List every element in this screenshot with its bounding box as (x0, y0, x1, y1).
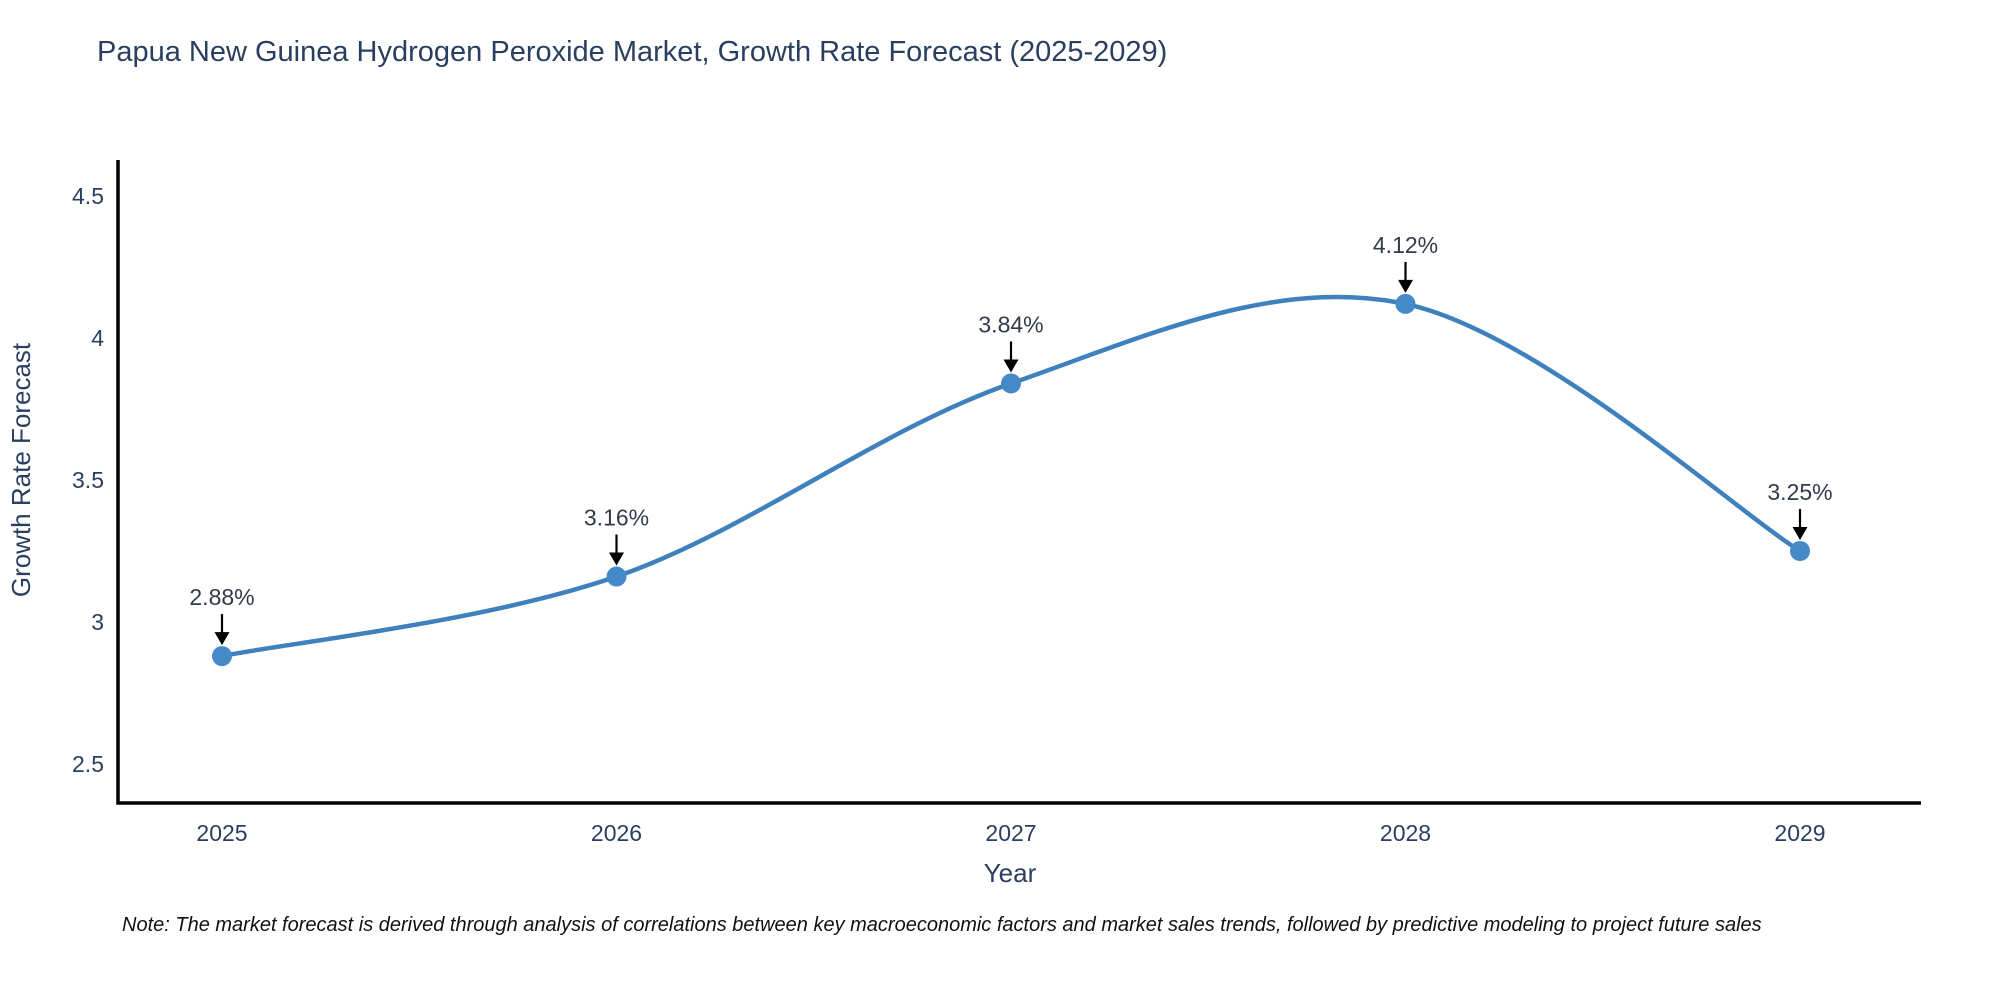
footnote: Note: The market forecast is derived thr… (122, 914, 1762, 936)
y-tick-label: 3.5 (72, 467, 104, 493)
growth-forecast-chart: 2.5 3 3.5 4 4.5 2025 2026 2027 2028 2029 2.88% 3.16… (6, 160, 1921, 888)
data-point-marker (1001, 373, 1021, 394)
x-axis-label: Year (984, 858, 1037, 888)
chart-generated-layer: 2.5 3 3.5 4 4.5 2025 2026 2027 2028 2029 2.88% 3.16… (72, 160, 1921, 846)
x-tick-label: 2029 (1774, 820, 1825, 846)
data-point-marker (1395, 293, 1416, 314)
data-point-marker (606, 566, 627, 587)
annotation-arrow-head (214, 632, 230, 646)
y-tick-label: 4.5 (72, 183, 104, 209)
x-tick-label: 2025 (196, 820, 247, 846)
annotation-arrow-head (609, 552, 624, 566)
data-point-marker (1790, 541, 1810, 561)
annotation-arrow-head (1398, 279, 1413, 293)
x-tick-label: 2027 (985, 820, 1036, 846)
y-axis-label: Growth Rate Forecast (6, 342, 36, 597)
y-tick-label: 3 (91, 609, 104, 635)
x-tick-label: 2028 (1380, 820, 1431, 846)
annotation-arrow-head (1003, 359, 1019, 373)
annotation-label: 3.84% (978, 311, 1043, 337)
annotation-arrow-head (1792, 527, 1808, 540)
annotation-label: 3.16% (584, 505, 649, 531)
y-tick-label: 2.5 (72, 751, 104, 777)
annotation-label: 2.88% (189, 584, 254, 610)
y-tick-label: 4 (91, 325, 104, 351)
annotation-label: 4.12% (1373, 232, 1438, 258)
data-point-marker (212, 646, 232, 667)
axis-lines (116, 160, 1921, 805)
annotation-label: 3.25% (1767, 479, 1832, 505)
x-tick-label: 2026 (591, 820, 642, 846)
chart-title: Papua New Guinea Hydrogen Peroxide Marke… (97, 36, 1168, 68)
